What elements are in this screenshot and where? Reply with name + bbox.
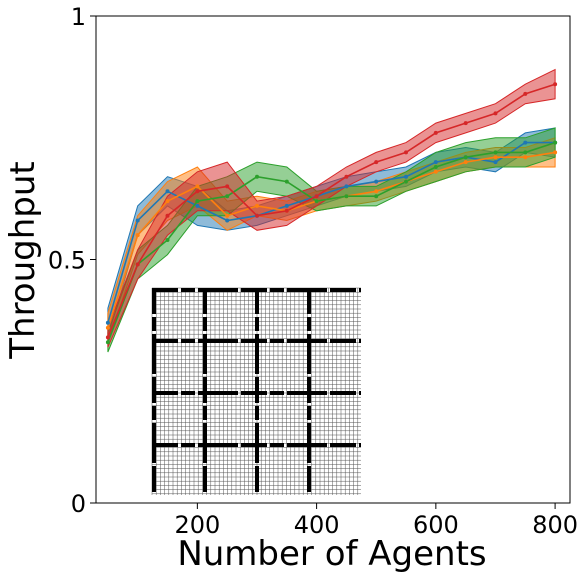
series-2-point [493,150,498,155]
inset-walls [152,288,361,495]
y-tick-label: 0.5 [48,247,86,275]
series-3-point [433,130,438,135]
series-2-point [374,194,379,199]
series-2-point [165,238,170,242]
series-3-point [463,121,468,126]
series-2-point [195,199,200,204]
series-2-point [404,179,408,184]
series-1-point [463,160,468,165]
series-1-point [165,199,170,204]
series-0-point [493,160,498,165]
series-3-point [105,335,110,340]
series-0-point [105,320,110,325]
series-0-point [404,174,408,179]
series-2-point [463,155,468,160]
x-tick-label: 600 [413,511,459,539]
series-3-point [523,91,528,96]
series-3-point [135,262,140,267]
series-3-line [107,83,556,338]
series-1-point [523,155,528,160]
series-0-point [433,160,438,165]
series-0-point [284,203,289,208]
series-2-point [105,340,110,345]
series-lines [107,83,556,343]
series-3-band [107,68,556,348]
series-1-point [374,189,379,194]
series-3-point [404,150,408,155]
series-3-point [284,208,289,213]
y-tick-label: 1 [71,3,86,31]
series-2-point [553,140,558,145]
series-1-point [105,325,110,330]
series-3-point [344,174,349,179]
series-0-point [344,184,349,189]
series-1-point [553,150,558,155]
grid-map-inset [151,287,361,495]
series-1-point [225,213,230,218]
x-axis: 200 400 600 800 [174,503,578,539]
series-2-point [523,150,528,155]
series-3-point [374,160,379,165]
series-1-point [255,203,259,208]
series-0-point [374,179,379,184]
series-2-point [225,194,230,199]
x-tick-label: 200 [174,511,220,539]
series-3-point [255,213,259,218]
series-1-point [493,155,498,160]
series-0-point [195,203,200,208]
series-3-point [225,184,230,189]
series-2-point [314,199,319,204]
series-0-point [135,218,140,223]
series-2-point [433,165,438,169]
series-0-point [225,218,230,223]
y-axis-label: Throughput [3,161,43,360]
series-2-point [344,194,349,199]
series-2-point [255,174,259,179]
series-3-point [195,189,200,194]
series-1-point [195,184,200,189]
series-2-point [284,179,289,184]
confidence-bands [107,68,556,353]
x-tick-label: 800 [532,511,578,539]
x-axis-label: Number of Agents [177,534,486,574]
series-0-point [523,140,528,145]
series-3-point [493,111,498,116]
series-1-point [135,233,140,238]
series-points [105,82,558,345]
x-tick-label: 400 [294,511,340,539]
series-3-point [165,213,170,218]
series-3-point [553,82,558,87]
series-0-point [165,189,170,194]
series-2-line [107,141,556,343]
series-3-point [314,194,319,199]
series-1-point [433,169,438,174]
y-tick-label: 0 [71,490,86,518]
y-axis: 00.51 [48,3,96,518]
